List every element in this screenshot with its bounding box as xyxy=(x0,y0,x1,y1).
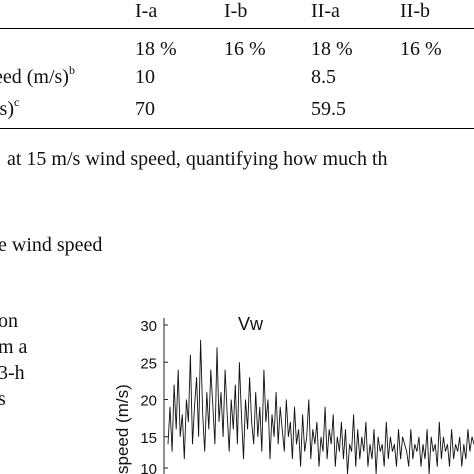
row1-cell-4: 16 % xyxy=(400,38,442,60)
row1-cell-3: 18 % xyxy=(311,38,353,60)
row3-label-text: /s) xyxy=(0,98,14,120)
side-text-line-1: on xyxy=(0,310,18,332)
side-text-line-2: m a xyxy=(0,336,28,358)
body-line: e wind speed xyxy=(0,234,103,256)
y-tick-label-25: 25 xyxy=(140,355,157,372)
y-tick-label-15: 15 xyxy=(140,430,157,447)
row3-cell-1: 70 xyxy=(135,98,155,120)
side-text-line-4: s xyxy=(0,388,6,410)
side-text-line-3: 3-h xyxy=(0,362,25,384)
row2-label: eed (m/s)b xyxy=(0,63,75,88)
chart-title: Vw xyxy=(238,314,264,334)
row1-cell-1: 18 % xyxy=(135,38,177,60)
col-header-1: I-a xyxy=(135,0,158,22)
table-bottom-rule xyxy=(0,128,474,129)
row2-label-text: eed (m/s) xyxy=(0,66,69,88)
y-tick-label-10: 10 xyxy=(140,461,157,474)
y-tick-label-30: 30 xyxy=(140,318,157,335)
col-header-4: II-b xyxy=(400,0,430,22)
table-top-rule xyxy=(0,28,474,29)
row3-cell-3: 59.5 xyxy=(311,98,346,120)
row2-cell-1: 10 xyxy=(135,66,155,88)
row2-cell-3: 8.5 xyxy=(311,66,336,88)
row1-cell-2: 16 % xyxy=(224,38,266,60)
series-line-0 xyxy=(167,339,474,474)
caption-line: at 15 m/s wind speed, quantifying how mu… xyxy=(7,148,388,170)
col-header-2: I-b xyxy=(224,0,248,22)
y-axis-label: speed (m/s) xyxy=(113,384,132,474)
y-tick-label-20: 20 xyxy=(140,393,157,410)
row3-label: /s)c xyxy=(0,95,20,120)
row3-label-sup: c xyxy=(14,95,20,109)
col-header-3: II-a xyxy=(311,0,340,22)
row2-label-sup: b xyxy=(68,63,75,77)
